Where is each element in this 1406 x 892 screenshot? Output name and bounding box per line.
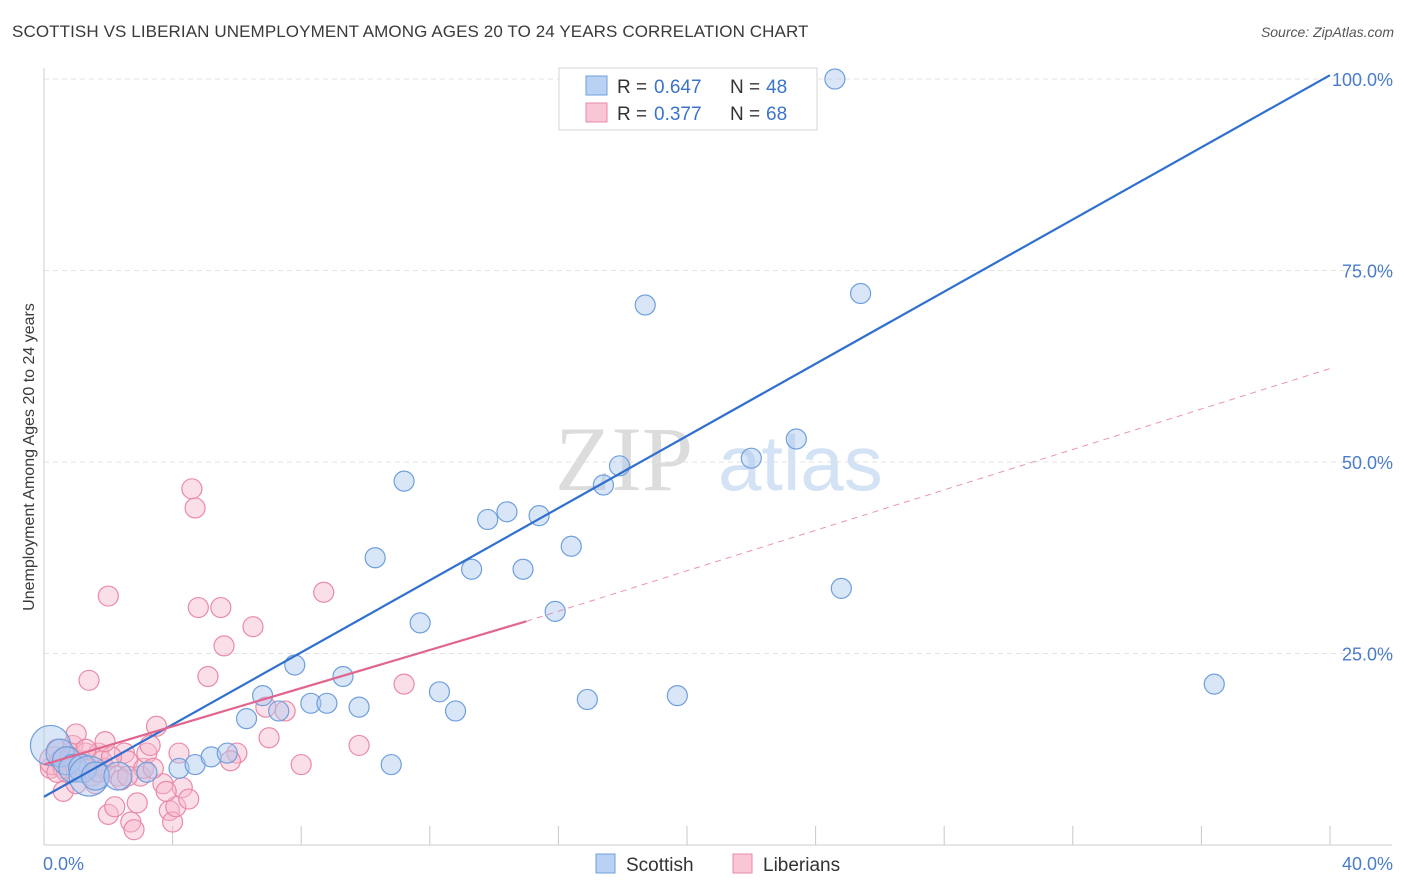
- bottom-legend-scottish: Scottish: [626, 855, 694, 876]
- scottish-point: [200, 746, 222, 768]
- legend-r-label-liberian: R =: [617, 104, 647, 125]
- liberian-point: [348, 734, 370, 757]
- chart-title: SCOTTISH VS LIBERIAN UNEMPLOYMENT AMONG …: [12, 22, 809, 41]
- gridlines: [44, 78, 1392, 654]
- scottish-point: [544, 600, 566, 622]
- legend-n-label-liberian: N =: [730, 104, 760, 125]
- y-tick-label: 75.0%: [1342, 262, 1393, 282]
- scottish-point: [785, 428, 807, 450]
- bottom-legend-swatch-liberians: [732, 853, 753, 874]
- y-tick-label: 100.0%: [1332, 70, 1393, 90]
- scottish-point: [496, 501, 518, 523]
- x-tick-label-max: 40.0%: [1342, 854, 1393, 874]
- y-tick-label: 25.0%: [1342, 645, 1393, 665]
- legend-r-value-liberian: 0.377: [654, 104, 702, 125]
- liberian-point: [142, 757, 164, 780]
- scottish-point: [1203, 673, 1225, 695]
- scottish-point: [824, 68, 846, 90]
- liberian-point: [197, 665, 219, 688]
- y-tick-labels: 25.0% 50.0% 75.0% 100.0%: [1332, 70, 1393, 665]
- liberian-point: [290, 753, 312, 776]
- liberian-point: [94, 730, 116, 753]
- scottish-point: [666, 685, 688, 707]
- liberian-point: [213, 635, 235, 657]
- scottish-point: [512, 558, 534, 580]
- scottish-point: [300, 692, 322, 714]
- scottish-point: [284, 654, 306, 676]
- bottom-legend: Scottish Liberians: [595, 853, 840, 876]
- scottish-trendline: [43, 74, 1331, 798]
- liberian-point: [155, 780, 177, 802]
- liberian-trendline-extension: [526, 368, 1331, 622]
- scottish-point: [103, 761, 133, 791]
- liberian-point: [97, 585, 119, 607]
- liberian-point: [168, 742, 190, 764]
- trendlines: [43, 74, 1331, 798]
- scottish-point: [29, 724, 72, 767]
- liberian-point: [258, 727, 280, 749]
- liberian-point: [181, 478, 203, 500]
- scottish-point: [477, 508, 499, 531]
- liberian-point: [184, 497, 206, 519]
- scottish-point: [634, 294, 656, 316]
- top-legend: R = 0.647 N = 48 R = 0.377 N = 68: [558, 67, 818, 131]
- source-label: Source: ZipAtlas.com: [1260, 24, 1394, 40]
- scottish-point: [740, 447, 762, 469]
- scottish-point: [444, 700, 467, 722]
- legend-n-value-scottish: 48: [766, 77, 787, 98]
- legend-swatch-scottish: [585, 75, 608, 96]
- legend-swatch-liberian: [585, 102, 608, 123]
- liberian-point: [187, 596, 209, 619]
- liberian-point: [242, 616, 264, 638]
- watermark-atlas: atlas: [718, 419, 883, 507]
- liberian-point: [165, 796, 187, 818]
- legend-r-value-scottish: 0.647: [654, 77, 702, 98]
- scottish-point: [576, 688, 598, 711]
- y-axis-title: Unemployment Among Ages 20 to 24 years: [21, 303, 38, 611]
- scottish-point: [235, 708, 258, 730]
- scottish-point: [428, 681, 451, 703]
- scottish-point: [380, 753, 402, 776]
- x-tick-label-min: 0.0%: [43, 854, 84, 874]
- bottom-legend-swatch-scottish: [595, 853, 616, 874]
- scottish-point: [348, 696, 370, 718]
- scottish-point: [460, 558, 483, 580]
- watermark-zip: ZIP: [555, 408, 693, 510]
- scottish-point: [316, 692, 338, 714]
- legend-n-label-scottish: N =: [730, 77, 760, 98]
- scottish-point: [268, 700, 290, 722]
- scottish-point: [560, 535, 582, 557]
- liberian-point: [210, 596, 232, 619]
- liberian-point: [78, 669, 100, 691]
- scottish-point: [216, 742, 238, 764]
- scottish-point: [364, 547, 386, 569]
- scottish-point: [136, 761, 158, 783]
- watermark: ZIP atlas: [555, 408, 883, 510]
- legend-n-value-liberian: 68: [766, 104, 787, 125]
- liberian-point: [313, 581, 335, 603]
- bottom-legend-liberians: Liberians: [763, 855, 840, 876]
- liberian-point: [104, 796, 126, 818]
- liberian-point: [178, 788, 200, 810]
- scottish-point: [850, 282, 872, 305]
- liberian-trendline: [43, 620, 527, 766]
- legend-r-label-scottish: R =: [617, 77, 647, 98]
- liberian-point: [126, 792, 148, 814]
- scottish-point: [393, 470, 415, 492]
- scottish-point: [830, 577, 852, 599]
- axes: [43, 68, 1392, 846]
- scottish-point: [409, 612, 431, 634]
- y-tick-label: 50.0%: [1342, 453, 1393, 473]
- liberian-point: [123, 819, 145, 841]
- scottish-point: [168, 757, 190, 780]
- liberian-point: [393, 673, 415, 695]
